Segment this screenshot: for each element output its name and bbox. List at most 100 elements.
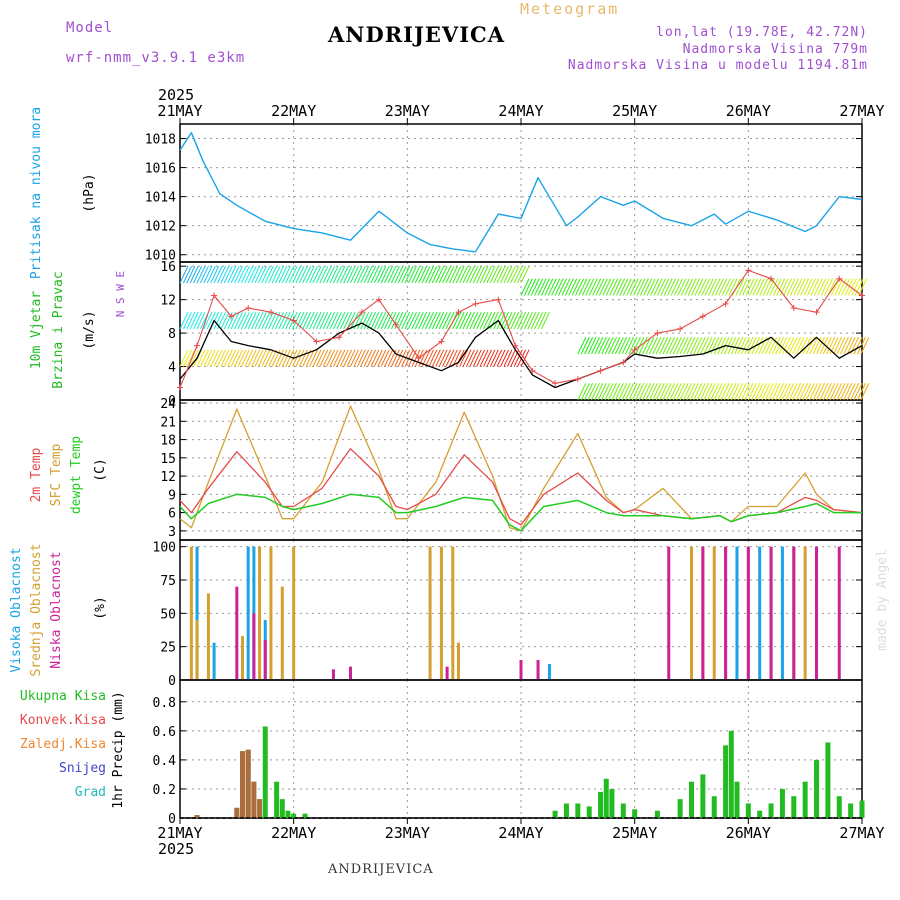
wind-barb	[701, 278, 711, 296]
wind-barb	[483, 349, 492, 367]
wind-barb	[435, 311, 445, 330]
wind-barb	[493, 265, 503, 284]
x-tick-label-bottom: 21MAY	[157, 824, 202, 842]
wind-barb	[735, 278, 745, 296]
wind-barb	[189, 349, 199, 367]
cloud-low-bar	[331, 669, 335, 679]
wind-barb	[633, 278, 642, 296]
wind-barb	[717, 383, 727, 401]
wind-barb	[614, 383, 624, 401]
cloud-low-bar	[519, 660, 523, 679]
wind-barb	[788, 337, 798, 355]
year-label-bottom: 2025	[158, 840, 194, 858]
wind-barb	[686, 383, 696, 401]
wind-barb	[625, 383, 635, 401]
wind-barb	[601, 337, 611, 355]
wind-gust-marker	[455, 309, 462, 316]
wind-barb	[285, 311, 295, 330]
wind-barb	[380, 311, 390, 330]
precip-total-bar	[302, 813, 308, 818]
wind-barb	[734, 337, 744, 355]
temp-label: SFC Temp	[49, 444, 64, 507]
wind-barb	[397, 311, 407, 330]
wind-barb	[517, 311, 527, 330]
precip-total-bar	[825, 742, 831, 818]
cloud-low-bar	[445, 666, 449, 679]
cloud-mid-bar	[280, 586, 284, 679]
cloud-mid-bar	[803, 546, 807, 679]
wind-barb	[435, 265, 445, 284]
wind-barb	[609, 278, 619, 296]
wind-barb	[768, 383, 778, 401]
wind-barb	[343, 349, 353, 367]
wind-barb	[421, 311, 431, 330]
wind-barb	[476, 311, 486, 330]
wind-barb	[350, 349, 359, 367]
wind-barb	[604, 337, 614, 355]
y-tick-label: 12	[160, 470, 176, 485]
wind-barb	[380, 265, 390, 284]
compass-label: N S W E	[114, 271, 127, 317]
wind-barb	[666, 383, 675, 401]
wind-barb	[764, 337, 774, 355]
precip-total-bar	[700, 774, 706, 818]
wind-gust-marker	[245, 305, 252, 311]
wind-barb	[820, 278, 830, 296]
cloud-label: Srednja Oblacnost	[29, 543, 44, 676]
precip-total-bar	[723, 745, 729, 818]
wind-barb	[721, 278, 731, 296]
wind-barb	[718, 278, 728, 296]
cloud-high-bar	[252, 546, 256, 679]
wind-barb	[332, 265, 342, 284]
wind-barb	[370, 265, 380, 284]
wind-barb	[257, 265, 267, 284]
wind-barb	[799, 383, 808, 401]
precip-conv-bar	[240, 751, 246, 818]
pressure-unit: (hPa)	[82, 173, 97, 212]
wind-barb	[778, 383, 788, 401]
wind-barb	[240, 265, 250, 284]
cloud-mid-bar	[451, 546, 455, 679]
wind-barb	[230, 311, 240, 330]
wind-barb	[843, 383, 853, 401]
wind-barb	[693, 337, 703, 355]
wind-barb	[234, 311, 244, 330]
wind-barb	[210, 265, 220, 284]
wind-barb	[626, 278, 636, 296]
wind-barb	[669, 383, 679, 401]
wind-barb	[611, 383, 621, 401]
precip-total-bar	[586, 806, 592, 818]
wind-barb	[696, 337, 706, 355]
wind-barb	[816, 337, 825, 355]
wind-barb	[332, 349, 342, 367]
wind-barb	[179, 265, 189, 284]
wind-barb	[377, 311, 387, 330]
wind-barb	[438, 311, 448, 330]
wind-barb	[339, 311, 349, 330]
wind-barb	[271, 265, 281, 284]
wind-barb	[571, 278, 581, 296]
precip-total-bar	[575, 803, 581, 818]
wind-barb	[373, 311, 383, 330]
wind-barb	[809, 337, 819, 355]
wind-barb	[730, 337, 740, 355]
wind-barb	[741, 337, 750, 355]
wind-barb	[713, 337, 723, 355]
x-tick-label-top: 21MAY	[157, 102, 202, 120]
x-tick-label-top: 22MAY	[271, 102, 316, 120]
wind-gust-marker	[654, 330, 661, 337]
wind-barb	[363, 311, 373, 330]
wind-barb	[322, 311, 332, 330]
wind-barb	[179, 311, 189, 330]
wind-barb	[278, 349, 288, 367]
wind-barb	[479, 311, 489, 330]
wind-gust-marker	[512, 342, 519, 349]
wind-barb	[305, 349, 315, 367]
wind-barb	[281, 349, 291, 367]
x-tick-label-top: 23MAY	[385, 102, 430, 120]
wind-barb	[319, 311, 329, 330]
wind-barb	[459, 265, 469, 284]
wind-barb	[672, 337, 682, 355]
wind-barb	[817, 278, 827, 296]
wind-barb	[346, 349, 356, 367]
